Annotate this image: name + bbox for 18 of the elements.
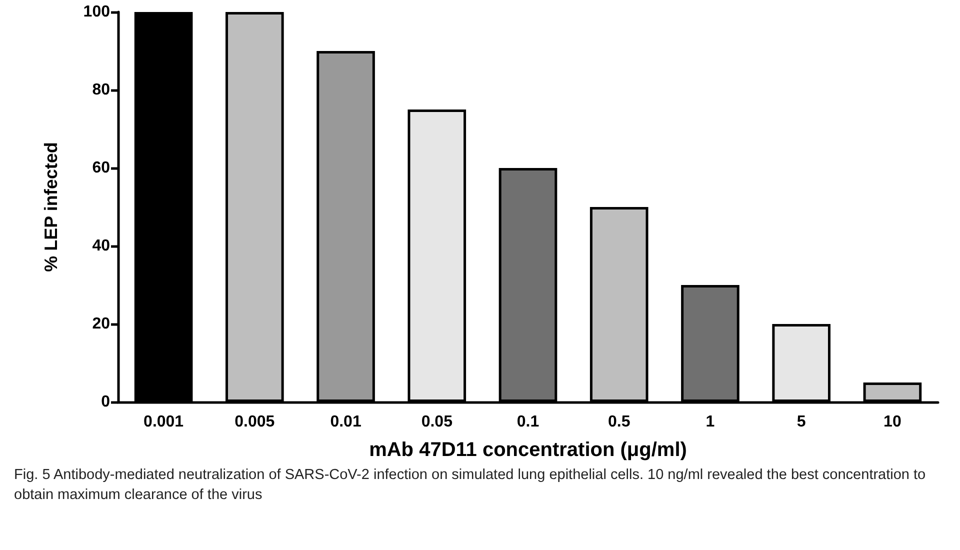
- y-tick-label: 100: [83, 4, 110, 20]
- x-tick-label: 0.1: [516, 414, 540, 430]
- x-tick-label: 0.001: [144, 414, 184, 430]
- x-tick-label: 10: [884, 414, 902, 430]
- y-tick-label: 80: [92, 82, 110, 98]
- caption: Fig. 5 Antibody-mediated neutralization of SARS-CoV-2 infection on simulated lung epithelial cells. 10 ng/ml revealed the best concentration to obtain maximum clearance of the virus: [14, 466, 927, 505]
- y-axis-title: % LEP infected: [41, 142, 61, 272]
- x-tick-label: 0.005: [234, 414, 275, 430]
- x-tick-label: 1: [706, 414, 715, 430]
- x-tick-label: 0.01: [330, 414, 362, 430]
- y-tick-label: 20: [92, 316, 110, 332]
- x-tick-label: 5: [796, 414, 806, 430]
- y-tick-label: 0: [101, 394, 110, 410]
- x-tick-label: 0.05: [421, 414, 453, 430]
- y-tick-label: 40: [92, 238, 110, 254]
- y-tick-label: 60: [92, 160, 110, 176]
- x-axis-title: mAb 47D11 concentration (μg/ml): [369, 439, 687, 461]
- x-tick-label: 0.5: [608, 414, 630, 430]
